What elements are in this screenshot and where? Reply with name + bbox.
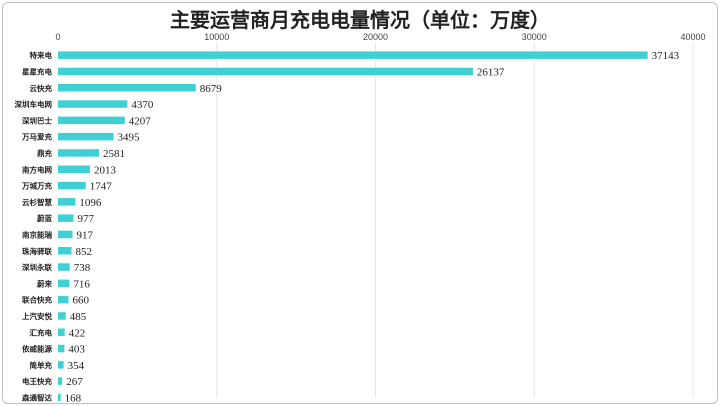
category-label: 万马爱充 <box>21 132 52 142</box>
bar <box>58 84 196 92</box>
category-label: 特来电 <box>30 50 53 60</box>
category-label: 珠海驿联 <box>22 246 52 256</box>
category-label: 蔚来 <box>37 278 52 288</box>
category-label: 简单充 <box>30 360 53 370</box>
bar <box>58 51 648 59</box>
category-label: 汇充电 <box>30 327 53 337</box>
bar <box>58 214 74 222</box>
category-label: 云快充 <box>30 83 53 93</box>
value-label: 852 <box>76 246 93 258</box>
bar <box>58 328 65 336</box>
category-label: 南京能瑞 <box>22 229 52 239</box>
x-axis-ticks: 0 10000 20000 30000 40000 <box>55 32 705 42</box>
value-label: 977 <box>78 213 95 225</box>
x-tick-label: 40000 <box>680 32 705 42</box>
bar <box>58 149 99 157</box>
value-label: 267 <box>66 376 83 388</box>
x-tick-label: 10000 <box>204 32 229 42</box>
category-label: 森通智达 <box>22 392 52 402</box>
bar <box>58 377 63 385</box>
value-label: 354 <box>68 360 85 372</box>
category-labels: 特来电星星充电云快充深圳车电网深圳巴士万马爱充鼎充南方电网万城万充云杉智慧蔚蓝南… <box>15 50 53 402</box>
category-label: 深圳永联 <box>22 262 52 272</box>
value-label: 738 <box>74 262 91 274</box>
bar <box>58 312 66 320</box>
x-tick-label: 0 <box>55 32 60 42</box>
value-label: 1747 <box>90 181 113 193</box>
bar <box>58 67 473 76</box>
category-label: 万城万充 <box>21 181 52 191</box>
value-label: 26137 <box>477 66 505 78</box>
category-label: 鼎充 <box>37 148 52 158</box>
bar <box>58 247 72 255</box>
value-label: 2013 <box>94 164 117 176</box>
category-label: 依威能源 <box>22 344 52 354</box>
x-tick-label: 20000 <box>363 32 388 42</box>
bar <box>58 230 73 239</box>
value-label: 37143 <box>652 50 680 62</box>
category-label: 南方电网 <box>22 164 52 174</box>
bar <box>58 361 64 369</box>
bar <box>58 132 114 141</box>
bar <box>58 100 128 108</box>
category-label: 深圳巴士 <box>22 115 52 125</box>
value-label: 1096 <box>79 197 102 209</box>
category-label: 联合快充 <box>22 295 52 305</box>
bar <box>58 295 69 304</box>
gridlines <box>216 42 694 398</box>
category-label: 上汽安悦 <box>22 311 52 321</box>
x-tick-label: 30000 <box>522 32 547 42</box>
value-label: 422 <box>69 327 86 339</box>
value-label: 917 <box>77 229 94 241</box>
bar <box>58 116 125 125</box>
bar <box>58 344 65 353</box>
bar <box>58 263 70 271</box>
value-label: 485 <box>70 311 87 323</box>
value-label: 3495 <box>117 132 140 144</box>
category-label: 云杉智慧 <box>22 197 52 207</box>
category-label: 蔚蓝 <box>37 213 52 223</box>
value-label: 660 <box>72 295 89 307</box>
value-label: 403 <box>68 344 85 356</box>
value-label: 168 <box>65 392 82 404</box>
bar <box>58 165 90 173</box>
chart-title: 主要运营商月充电电量情况（单位：万度） <box>170 8 550 32</box>
value-label: 716 <box>73 278 90 290</box>
value-label: 4370 <box>131 99 154 111</box>
bars <box>58 51 648 402</box>
bar <box>58 393 61 402</box>
bar <box>58 181 86 190</box>
value-label: 4207 <box>129 115 152 127</box>
category-label: 星星充电 <box>22 66 52 76</box>
bar <box>58 198 76 206</box>
value-label: 8679 <box>200 83 223 95</box>
value-labels: 37143 26137 8679 4370 4207 3495 2581 2013 1747 10… <box>65 50 680 404</box>
bar <box>58 279 70 288</box>
category-label: 深圳车电网 <box>15 99 53 109</box>
value-label: 2581 <box>103 148 125 160</box>
category-label: 电王快充 <box>22 376 52 386</box>
